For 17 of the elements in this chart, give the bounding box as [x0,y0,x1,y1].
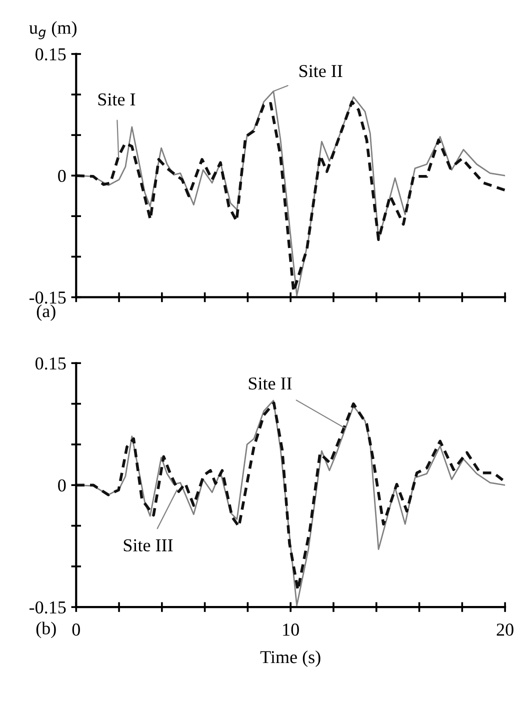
x-tick-label: 20 [496,624,514,636]
y-axis-title: u$_{g}$ (m) [29,21,76,40]
text: (b) [36,622,56,638]
annotation: Site I [98,93,136,106]
x-axis-title: Time (s) [260,650,320,667]
text: (a) [36,304,56,321]
y-tick-label: 0 [58,170,66,182]
y-tick-label: 0 [58,479,66,492]
x-tick-label: 0 [72,624,80,636]
annotation: Site III [124,539,173,552]
y-tick-label: 0.15 [36,357,66,370]
y-tick-label: 0.15 [36,48,66,60]
annotation: Site II [300,65,342,78]
x-tick-label: 10 [283,624,299,636]
y-tick-label: -0.15 [29,601,66,614]
y-tick-label: -0.15 [29,291,66,304]
annotation: Site II [248,377,292,390]
